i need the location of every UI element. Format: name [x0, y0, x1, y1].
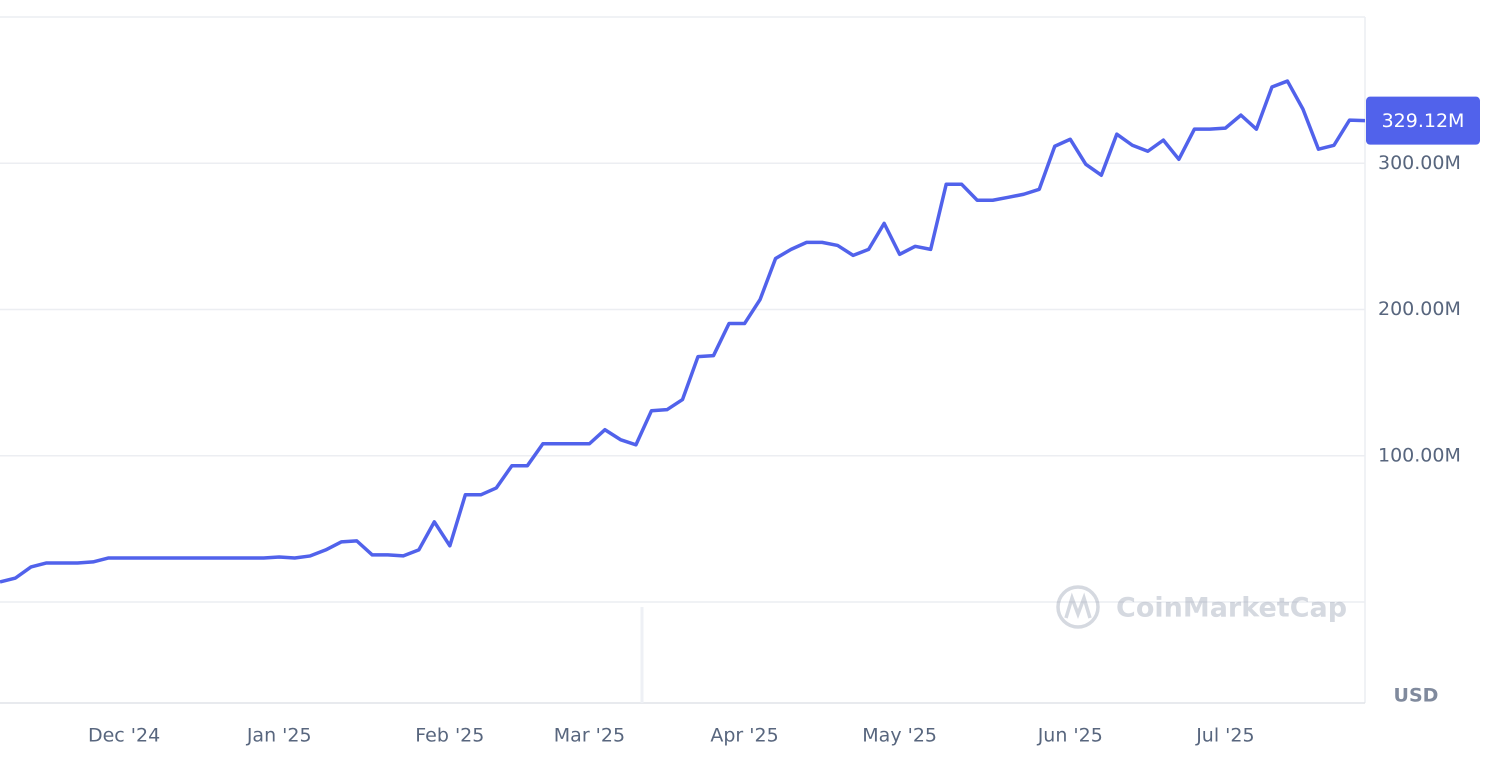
- x-tick-label: Jun '25: [1037, 725, 1103, 747]
- x-tick-label: Mar '25: [554, 725, 625, 747]
- x-tick-label: Apr '25: [710, 725, 778, 747]
- x-tick-label: Feb '25: [415, 725, 484, 747]
- y-tick-label: 200.00M: [1378, 298, 1461, 320]
- y-tick-label: 300.00M: [1378, 152, 1461, 174]
- watermark: CoinMarketCap: [1116, 593, 1347, 624]
- last-value-label: 329.12M: [1382, 110, 1465, 132]
- y-tick-label: 100.00M: [1378, 444, 1461, 466]
- x-tick-label: May '25: [862, 725, 937, 747]
- x-tick-label: Dec '24: [88, 725, 160, 747]
- currency-label: USD: [1394, 685, 1439, 707]
- price-line: [0, 79, 1366, 584]
- x-tick-label: Jan '25: [246, 725, 312, 747]
- x-tick-label: Jul '25: [1195, 725, 1254, 747]
- last-value-box: [1366, 96, 1480, 145]
- watermark-logo: [1056, 585, 1100, 629]
